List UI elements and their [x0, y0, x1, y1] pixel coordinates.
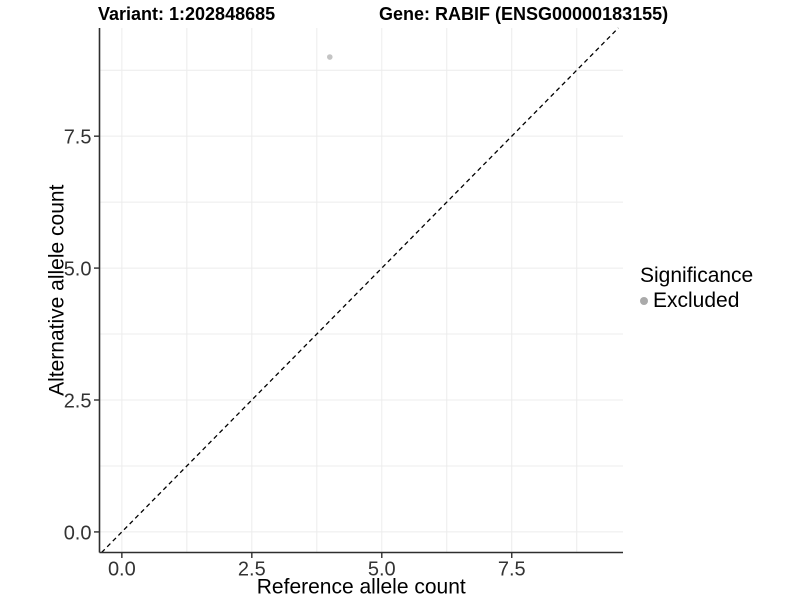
y-axis-title: Alternative allele count: [46, 184, 69, 395]
legend: Significance Excluded: [640, 264, 753, 312]
identity-reference-line: [101, 27, 619, 553]
x-tick-label: 5.0: [368, 559, 396, 581]
x-tick-label: 0.0: [108, 559, 136, 581]
y-tick-label: 7.5: [64, 127, 92, 149]
excluded-point-icon: [640, 296, 648, 305]
plot-title-gene: Gene: RABIF (ENSG00000183155): [379, 4, 669, 24]
x-tick-label: 7.5: [498, 559, 526, 581]
y-tick-label: 2.5: [64, 391, 92, 413]
plot-title-variant: Variant: 1:202848685: [98, 4, 276, 24]
y-tick-label: 5.0: [64, 259, 92, 281]
x-tick-label: 2.5: [238, 559, 266, 581]
legend-item-excluded: Excluded: [640, 289, 753, 312]
legend-title: Significance: [640, 264, 754, 287]
legend-item-label: Excluded: [653, 289, 740, 312]
data-point: [326, 54, 333, 60]
y-tick-label: 0.0: [64, 522, 92, 544]
x-axis-title: Reference allele count: [257, 576, 466, 599]
